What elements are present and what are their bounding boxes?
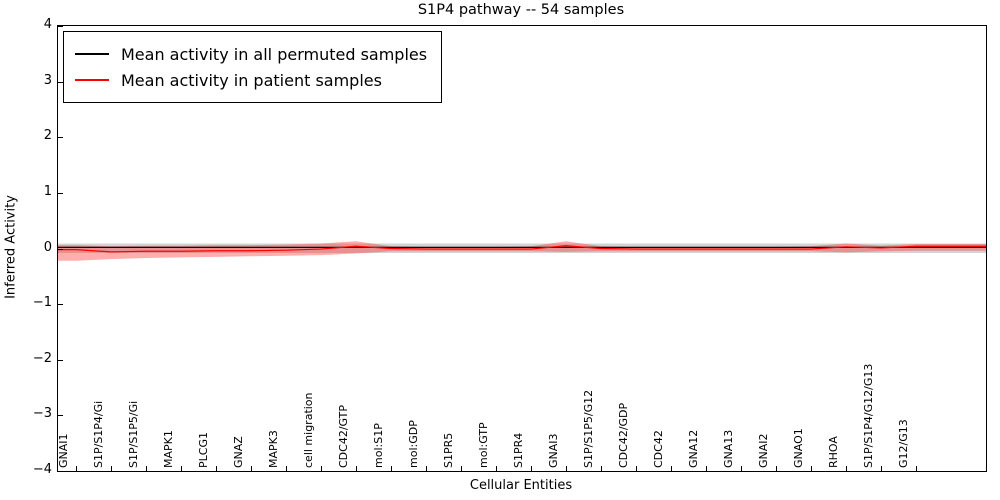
x-category-label: GNAI1 — [56, 433, 70, 468]
x-tick-mark — [706, 466, 707, 471]
y-tick-label: 3 — [43, 72, 52, 88]
x-tick-mark — [496, 466, 497, 471]
legend-label-patient: Mean activity in patient samples — [121, 70, 382, 90]
x-tick-mark — [811, 466, 812, 471]
y-tick-mark — [58, 81, 63, 83]
x-category-label: mol:GTP — [476, 422, 490, 468]
x-tick-mark — [671, 466, 672, 471]
x-category-label: S1P/S1P5/Gi — [126, 400, 140, 468]
x-category-label: MAPK3 — [266, 430, 280, 468]
y-tick-label: 2 — [43, 128, 52, 144]
x-category-label: S1PR4 — [511, 432, 525, 468]
y-tick-mark — [58, 26, 63, 27]
x-category-label: GNAI3 — [546, 433, 560, 468]
x-category-label: GNAZ — [231, 436, 245, 468]
y-tick-label: −2 — [32, 350, 52, 366]
plot-area: GNAI1 S1P/S1P4/Gi S1P/S1P5/Gi MAPK1 PLCG1 GNA… — [57, 25, 987, 472]
x-tick-mark — [76, 466, 77, 471]
x-category-label: mol:S1P — [371, 423, 385, 468]
x-tick-mark — [146, 466, 147, 471]
y-tick-mark — [58, 415, 63, 417]
x-tick-mark — [356, 466, 357, 471]
y-tick-label: 4 — [43, 17, 52, 32]
x-tick-mark — [776, 466, 777, 471]
x-tick-mark — [251, 466, 252, 471]
y-tick-mark — [58, 248, 63, 250]
x-tick-mark — [111, 466, 112, 471]
y-tick-mark — [58, 192, 63, 194]
x-category-label: mol:GDP — [406, 420, 420, 468]
x-tick-mark — [286, 466, 287, 471]
y-axis-title: Inferred Activity — [3, 195, 19, 299]
x-category-label: MAPK1 — [161, 430, 175, 468]
y-tick-label: −1 — [32, 295, 52, 311]
x-tick-mark — [391, 466, 392, 471]
x-tick-mark — [426, 466, 427, 471]
x-category-label: S1P/S1P5/G12 — [581, 389, 595, 468]
y-tick-label: −3 — [32, 406, 52, 422]
x-category-label: G12/G13 — [896, 419, 910, 468]
x-category-label: cell migration — [301, 392, 315, 468]
x-tick-mark — [181, 466, 182, 471]
x-tick-mark — [321, 466, 322, 471]
x-category-label: S1P/S1P4/G12/G13 — [861, 363, 875, 468]
y-tick-label: −4 — [32, 462, 52, 477]
x-tick-mark — [566, 466, 567, 471]
y-tick-label: 0 — [43, 239, 52, 255]
legend-line-patient-icon — [75, 79, 109, 81]
legend-item-permuted: Mean activity in all permuted samples — [75, 41, 427, 67]
x-tick-mark — [531, 466, 532, 471]
y-tick-mark — [58, 304, 63, 306]
x-tick-mark — [216, 466, 217, 471]
y-tick-mark — [58, 359, 63, 361]
x-category-label: S1PR5 — [441, 432, 455, 468]
x-category-label: CDC42/GTP — [336, 404, 350, 468]
x-category-label: CDC42/GDP — [616, 402, 630, 468]
chart-title: S1P4 pathway -- 54 samples — [417, 2, 625, 18]
x-tick-mark — [636, 466, 637, 471]
x-category-label: GNA13 — [721, 429, 735, 468]
x-category-label: RHOA — [826, 436, 840, 468]
x-category-label: CDC42 — [651, 430, 665, 468]
patient-mean-line — [58, 245, 986, 253]
x-tick-mark — [916, 466, 917, 471]
x-tick-mark — [846, 466, 847, 471]
y-tick-mark — [58, 471, 63, 472]
legend-label-permuted: Mean activity in all permuted samples — [121, 44, 428, 64]
y-tick-label: 1 — [43, 183, 52, 199]
x-category-label: PLCG1 — [196, 432, 210, 468]
legend: Mean activity in all permuted samples Me… — [63, 31, 443, 103]
x-axis-title: Cellular Entities — [469, 478, 573, 493]
x-tick-mark — [881, 466, 882, 471]
x-category-label: S1P/S1P4/Gi — [91, 400, 105, 468]
x-tick-mark — [461, 466, 462, 471]
x-tick-mark — [601, 466, 602, 471]
plot-canvas — [58, 241, 986, 261]
legend-line-permuted-icon — [75, 53, 109, 55]
legend-item-patient: Mean activity in patient samples — [75, 67, 427, 93]
x-tick-mark — [741, 466, 742, 471]
patient-confidence-band — [58, 241, 986, 261]
x-category-label: GNA12 — [686, 429, 700, 468]
x-category-label: GNAI2 — [756, 433, 770, 468]
x-category-label: GNAO1 — [791, 428, 805, 468]
y-tick-mark — [58, 137, 63, 139]
